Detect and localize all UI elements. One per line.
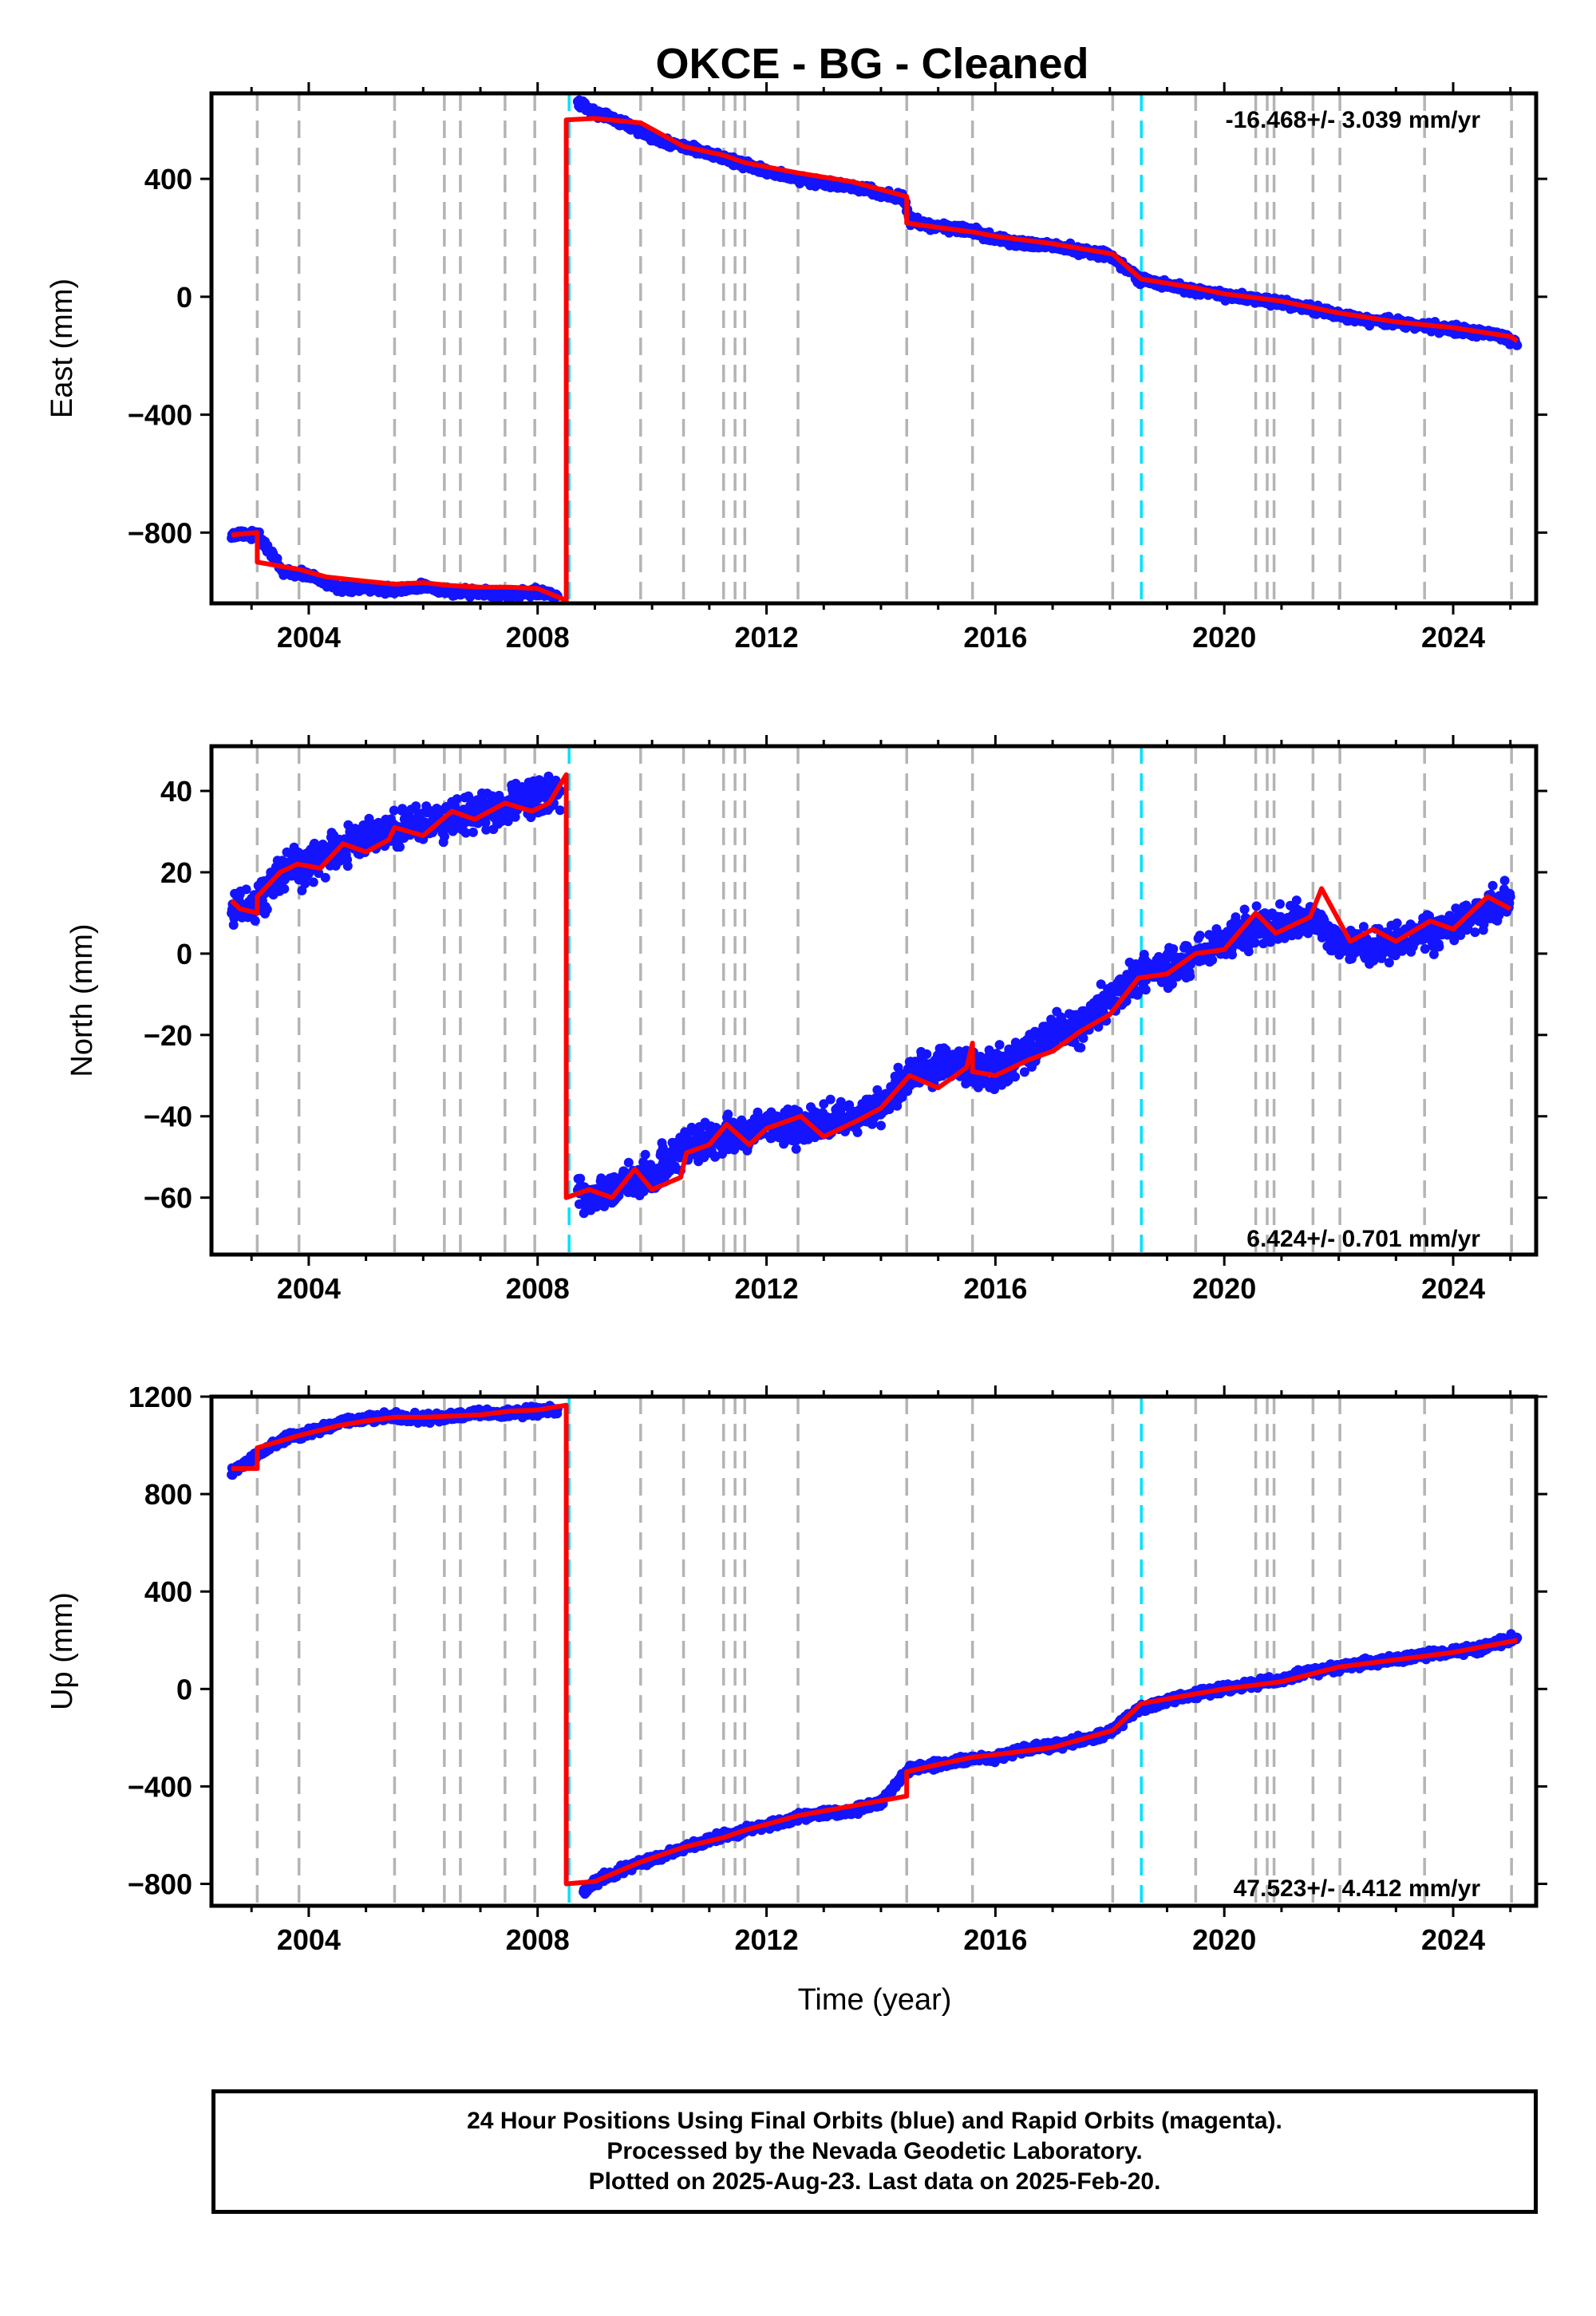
observation-point [1207,954,1218,965]
x-axis-title: Time (year) [798,1983,952,2017]
observation-point [723,1109,733,1120]
observation-point [1078,1033,1088,1043]
x-tick-label: 2016 [963,621,1027,654]
observation-point [1392,918,1402,928]
observation-point [262,904,272,915]
plot-frame [209,91,1539,606]
observation-point [279,883,290,894]
observation-point [1251,901,1262,911]
x-tick-label: 2024 [1421,621,1485,654]
observation-point [1239,904,1250,915]
observation-point [1250,938,1260,948]
observation-point [395,842,405,852]
observation-point [1195,931,1205,941]
observation-point [623,1157,634,1168]
x-tick-label: 2020 [1192,621,1256,654]
chart-title: OKCE - BG - Cleaned [655,40,1088,88]
observation-point [320,872,330,883]
y-tick-label: 400 [144,163,192,196]
observation-point [440,832,449,842]
x-tick-label: 2008 [506,621,570,654]
observation-point [1168,944,1179,954]
observation-point [1275,899,1285,909]
observation-point [1470,927,1480,938]
observation-point [1487,880,1498,891]
observation-point [555,805,565,816]
observation-point [250,915,260,926]
observation-points [227,95,1523,604]
x-tick-label: 2004 [277,621,341,654]
observation-point [876,1120,886,1131]
observation-point [241,884,251,895]
observation-point [468,827,478,837]
observation-point [825,1094,836,1105]
x-tick-label: 2012 [735,621,799,654]
observation-point [1291,895,1302,906]
y-tick-label: −800 [128,516,192,549]
observation-point [791,1144,801,1154]
observation-point [1010,1072,1021,1082]
observation-point [342,861,353,871]
observation-point [308,877,318,887]
observation-point [1434,942,1444,952]
y-tick-label: 20 [160,856,192,889]
y-axis-title: East (mm) [45,279,79,418]
observation-points [227,771,1515,1219]
observation-point [1185,971,1195,982]
observation-point [1499,875,1510,886]
y-tick-label: −400 [128,399,192,432]
observation-point [640,1149,650,1160]
observation-point [1076,1042,1086,1053]
observation-point [922,1049,932,1059]
y-tick-label: 0 [176,938,192,970]
observation-point [852,1127,863,1137]
observation-point [1140,985,1151,995]
observation-point [1505,891,1515,902]
observation-point [994,1040,1005,1050]
y-tick-label: 40 [160,775,192,808]
rate-label: -16.468+/- 3.039 mm/yr [1226,107,1481,133]
panel-east: 400 0 −400 −800 2004 2008 2012 2016 2020 2024 East… [45,82,1547,654]
observation-point [1512,340,1523,350]
y-tick-label: 0 [176,281,192,314]
